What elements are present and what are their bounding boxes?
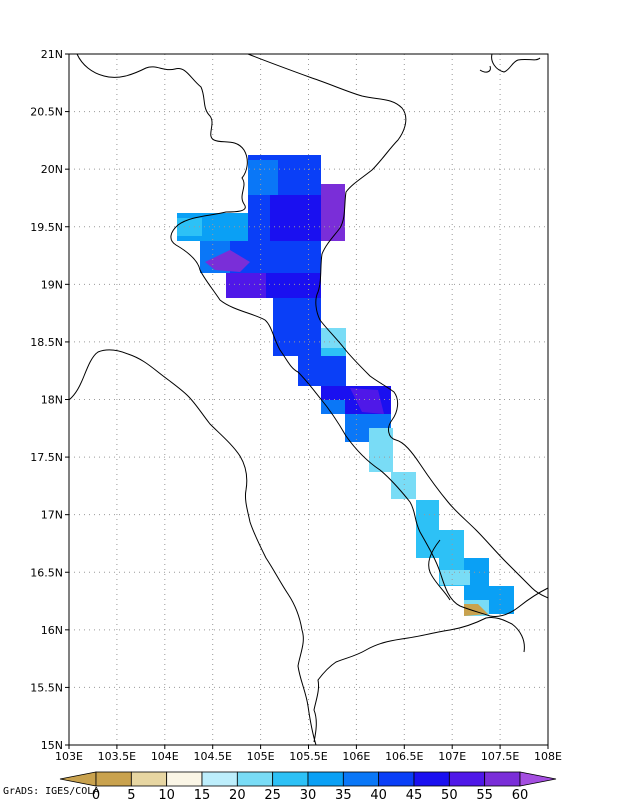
lon-tick-label: 106.5E bbox=[385, 750, 423, 763]
precip-cell bbox=[416, 500, 439, 558]
lat-tick-label: 18N bbox=[41, 394, 63, 407]
colorbar-label: 60 bbox=[512, 788, 529, 800]
lon-tick-label: 108E bbox=[534, 750, 562, 763]
colorbar-segment bbox=[484, 771, 521, 787]
colorbar-label: 50 bbox=[441, 788, 458, 800]
colorbar-segment bbox=[166, 771, 203, 787]
coastline bbox=[247, 53, 549, 599]
colorbar-label: 45 bbox=[406, 788, 423, 800]
lat-tick-label: 15.5N bbox=[30, 681, 63, 694]
colorbar-segment bbox=[95, 771, 132, 787]
colorbar-label: 10 bbox=[158, 788, 175, 800]
colorbar-segment bbox=[307, 771, 344, 787]
precip-cell bbox=[298, 356, 346, 386]
colorbar-label: 40 bbox=[370, 788, 387, 800]
lon-tick-label: 104E bbox=[151, 750, 179, 763]
coastlines bbox=[68, 53, 549, 746]
precip-cell bbox=[321, 400, 345, 414]
colorbar-segment bbox=[378, 771, 415, 787]
border-line bbox=[428, 539, 451, 601]
lat-tick-label: 21N bbox=[41, 48, 63, 61]
colorbar-segment bbox=[448, 771, 486, 787]
colorbar-arrow-low bbox=[59, 771, 97, 787]
lat-tick-label: 19N bbox=[41, 278, 63, 291]
precip-cell bbox=[205, 250, 250, 272]
lon-tick-label: 104.5E bbox=[193, 750, 231, 763]
longitude-axis: 103E 103.5E 104E 104.5E 105E 105.5E 106E 106.5E… bbox=[55, 745, 562, 763]
precip-cell bbox=[391, 472, 416, 499]
lon-tick-label: 103.5E bbox=[98, 750, 136, 763]
border-line bbox=[313, 617, 525, 743]
colorbar-label: 20 bbox=[229, 788, 246, 800]
colorbar-segment bbox=[236, 771, 274, 787]
lon-tick-label: 105.5E bbox=[289, 750, 327, 763]
lat-tick-label: 17N bbox=[41, 509, 63, 522]
colorbar-label: 35 bbox=[335, 788, 352, 800]
lat-tick-label: 15N bbox=[41, 739, 63, 752]
grid-lines bbox=[69, 54, 548, 745]
border-line bbox=[68, 349, 317, 746]
precip-cell bbox=[248, 160, 278, 195]
precip-cell bbox=[350, 388, 384, 414]
precip-cell bbox=[321, 184, 345, 241]
colorbar-label: 5 bbox=[127, 788, 135, 800]
colorbar-label: 30 bbox=[300, 788, 317, 800]
precip-cell bbox=[440, 570, 470, 585]
colorbar-label: 25 bbox=[264, 788, 281, 800]
lat-tick-label: 16N bbox=[41, 624, 63, 637]
precip-cell bbox=[226, 273, 266, 298]
colorbar-segment bbox=[342, 771, 380, 787]
colorbar-label: 15 bbox=[194, 788, 211, 800]
lat-tick-label: 17.5N bbox=[30, 451, 63, 464]
island bbox=[479, 65, 491, 73]
lon-tick-label: 107E bbox=[438, 750, 466, 763]
precip-cell bbox=[321, 328, 346, 348]
colorbar-segment bbox=[272, 771, 309, 787]
lon-tick-label: 105E bbox=[247, 750, 275, 763]
grads-credit: GrADS: IGES/COLA bbox=[3, 786, 100, 797]
lon-tick-label: 103E bbox=[55, 750, 83, 763]
lon-tick-label: 106E bbox=[342, 750, 370, 763]
lat-tick-label: 18.5N bbox=[30, 336, 63, 349]
latitude-axis: 21N 20.5N 20N 19.5N 19N 18.5N 18N 17.5N 17N 16.5N… bbox=[30, 48, 69, 752]
lat-tick-label: 20.5N bbox=[30, 106, 63, 119]
lat-tick-label: 16.5N bbox=[30, 566, 63, 579]
precip-cell bbox=[270, 195, 321, 241]
colorbar-label: 55 bbox=[476, 788, 493, 800]
colorbar-arrow-high bbox=[519, 771, 557, 787]
colorbar: 0 5 10 15 20 25 30 35 40 45 50 55 60 bbox=[59, 771, 557, 800]
colorbar-segment bbox=[201, 771, 238, 787]
colorbar-segment bbox=[413, 771, 450, 787]
lat-tick-label: 19.5N bbox=[30, 221, 63, 234]
coastline bbox=[491, 53, 541, 73]
precip-cell bbox=[273, 298, 321, 356]
colorbar-label: 0 bbox=[92, 788, 100, 800]
lon-tick-label: 107.5E bbox=[481, 750, 519, 763]
colorbar-segment bbox=[130, 771, 168, 787]
precip-cell bbox=[489, 586, 514, 614]
lat-tick-label: 20N bbox=[41, 163, 63, 176]
